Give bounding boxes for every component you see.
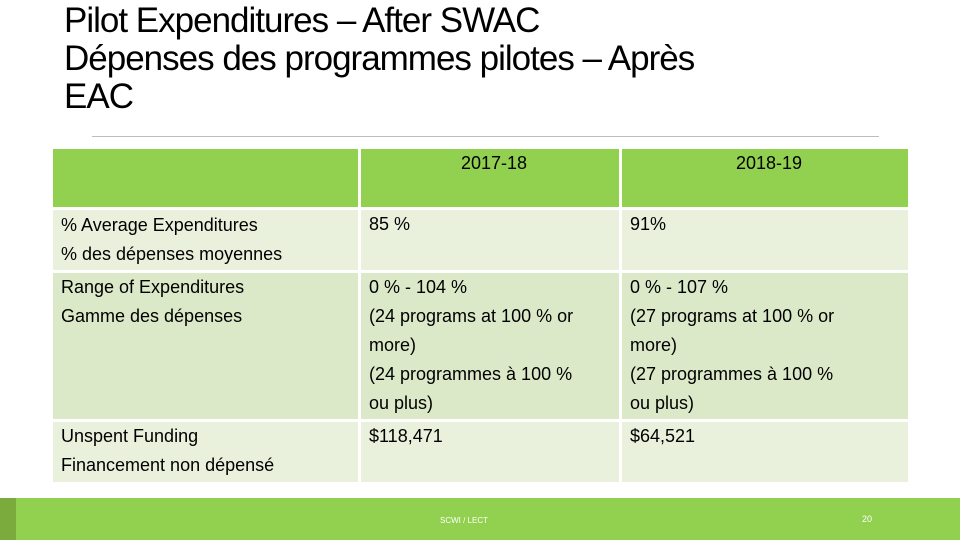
table-header-empty [53, 149, 358, 207]
table-row: % Average Expenditures % des dépenses mo… [53, 210, 908, 270]
row-label-en: Range of Expenditures [61, 277, 245, 297]
cell-2018-19: $64,521 [622, 422, 908, 482]
cell-2017-18: 85 % [361, 210, 619, 270]
footer-label: SCWI / LECT [440, 516, 489, 525]
row-label-fr: Financement non dépensé [61, 455, 275, 475]
row-label-fr: Gamme des dépenses [61, 306, 243, 326]
cell-value: (27 programs at 100 % or [630, 306, 835, 326]
title-line-3: EAC [64, 77, 134, 116]
cell-value: 0 % - 104 % [369, 277, 468, 297]
table-row: Unspent Funding Financement non dépensé … [53, 422, 908, 482]
expenditures-table: 2017-18 2018-19 % Average Expenditures %… [50, 146, 911, 485]
table-header-2017-18: 2017-18 [361, 149, 619, 207]
row-label: Unspent Funding Financement non dépensé [53, 422, 358, 482]
cell-value: $64,521 [630, 426, 696, 446]
title-line-1: Pilot Expenditures – After SWAC [64, 1, 540, 40]
table-row: Range of Expenditures Gamme des dépenses… [53, 273, 908, 419]
cell-value: (24 programmes à 100 % [369, 364, 573, 384]
row-label-en: Unspent Funding [61, 426, 199, 446]
cell-value: more) [630, 335, 678, 355]
cell-value: (24 programs at 100 % or [369, 306, 574, 326]
table-header-2018-19: 2018-19 [622, 149, 908, 207]
cell-value: (27 programmes à 100 % [630, 364, 834, 384]
cell-value: ou plus) [369, 393, 434, 413]
table-header-row: 2017-18 2018-19 [53, 149, 908, 207]
cell-2017-18: $118,471 [361, 422, 619, 482]
cell-value: more) [369, 335, 417, 355]
cell-value: $118,471 [369, 426, 443, 446]
cell-2017-18: 0 % - 104 % (24 programs at 100 % or mor… [361, 273, 619, 419]
row-label: Range of Expenditures Gamme des dépenses [53, 273, 358, 419]
cell-value: 85 % [369, 214, 411, 234]
page-number: 20 [862, 514, 873, 524]
footer-accent [0, 498, 16, 540]
slide-footer: SCWI / LECT 20 [0, 498, 960, 540]
cell-2018-19: 91% [622, 210, 908, 270]
row-label-en: % Average Expenditures [61, 215, 258, 235]
cell-value: ou plus) [630, 393, 695, 413]
cell-value: 0 % - 107 % [630, 277, 729, 297]
cell-value: 91% [630, 214, 667, 234]
row-label-fr: % des dépenses moyennes [61, 244, 283, 264]
row-label: % Average Expenditures % des dépenses mo… [53, 210, 358, 270]
title-line-2: Dépenses des programmes pilotes – Après [64, 39, 695, 78]
slide-title: Pilot Expenditures – After SWAC Dépenses… [64, 2, 924, 116]
title-divider [92, 136, 879, 137]
cell-2018-19: 0 % - 107 % (27 programs at 100 % or mor… [622, 273, 908, 419]
